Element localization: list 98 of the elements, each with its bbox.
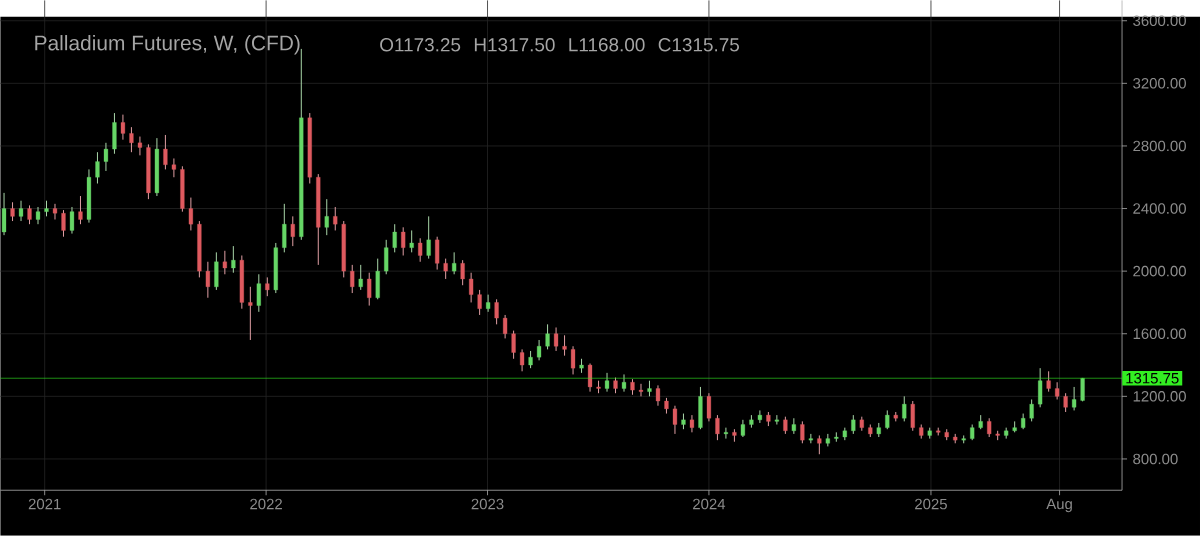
- candlestick: [774, 414, 779, 426]
- candlestick: [350, 264, 355, 294]
- candlestick: [188, 197, 193, 232]
- candlestick: [418, 237, 423, 263]
- candlestick: [282, 203, 287, 254]
- candlestick: [817, 435, 822, 455]
- candlestick: [851, 414, 856, 435]
- candlestick: [78, 195, 83, 225]
- candlestick: [800, 421, 805, 444]
- annotation: H1317.50: [474, 38, 555, 52]
- text: Palladium Futures, W, (CFD): [35, 35, 300, 55]
- y-tick-label: 3600.00: [1133, 15, 1186, 27]
- candlestick: [885, 410, 890, 430]
- candlestick: [333, 206, 338, 232]
- candlestick: [757, 410, 762, 424]
- candlestick: [103, 142, 109, 172]
- candlestick: [477, 289, 482, 316]
- y-tick-label: 1600.00: [1133, 328, 1186, 340]
- y-tick-label: 3200.00: [1133, 78, 1186, 89]
- candlestick: [10, 201, 15, 222]
- candlestick: [452, 252, 457, 275]
- candlestick: [689, 414, 695, 434]
- candlestick: [987, 417, 992, 438]
- candlestick: [536, 339, 542, 362]
- candlestick: [231, 245, 236, 274]
- y-tick-label: 2400.00: [1133, 203, 1186, 215]
- candlestick: [35, 206, 41, 225]
- candlestick: [367, 272, 372, 307]
- candlestick: [902, 396, 907, 423]
- candlestick: [621, 374, 627, 393]
- candlestick: [553, 327, 559, 352]
- candlestick: [715, 414, 720, 441]
- candlestick: [545, 324, 550, 351]
- candlestick: [409, 230, 414, 254]
- candlestick: [503, 314, 508, 340]
- candlestick: [486, 294, 491, 313]
- candlestick: [69, 206, 75, 235]
- candlestick: [511, 330, 516, 360]
- x-tick-label: 2022: [250, 498, 282, 510]
- ref-line-label: 1315.75: [1126, 373, 1179, 384]
- candlestick: [655, 385, 661, 407]
- candlestick: [1038, 367, 1043, 408]
- candlestick: [435, 236, 440, 271]
- candlestick: [205, 261, 210, 299]
- candlestick: [706, 392, 712, 423]
- y-tick-label: 800.00: [1133, 453, 1178, 465]
- candlestick: [562, 334, 567, 357]
- y-tick-label: 1200.00: [1133, 391, 1186, 402]
- candlestick: [27, 205, 32, 225]
- candlestick: [401, 227, 406, 257]
- y-tick-label: 2800.00: [1133, 140, 1186, 152]
- candlestick: [265, 277, 270, 297]
- x-tick-label: 2025: [915, 498, 947, 510]
- x-tick-label: 2023: [471, 498, 504, 510]
- x-tick-label: Aug: [1046, 498, 1072, 513]
- candlestick: [392, 223, 397, 254]
- candlestick: [469, 272, 474, 304]
- candlestick: [324, 198, 329, 236]
- candlestick: [443, 258, 448, 280]
- candlestick: [587, 363, 593, 393]
- candlestick: [910, 400, 915, 432]
- candlestick: [137, 136, 143, 157]
- candlestick: [95, 151, 100, 185]
- candlestick: [129, 126, 134, 153]
- candlestick: [426, 216, 431, 260]
- annotation: C1315.75: [658, 38, 740, 52]
- candlestick: [1055, 381, 1060, 401]
- candlestick: [520, 349, 525, 372]
- candlestick: [384, 239, 389, 275]
- x-tick-label: 2024: [693, 498, 726, 510]
- annotation: L1168.00: [569, 38, 645, 52]
- x-tick-label: 2021: [28, 498, 61, 510]
- candlestick: [1063, 392, 1068, 413]
- candlestick: [163, 134, 168, 171]
- candlestick: [723, 427, 729, 440]
- candlestick: [570, 345, 576, 376]
- candlestick: [290, 216, 295, 247]
- candlestick: [222, 250, 227, 275]
- candlestick: [358, 264, 363, 291]
- candlestick: [248, 286, 253, 341]
- candlestick: [256, 273, 261, 313]
- candlestick: [460, 259, 465, 286]
- candlestick: [61, 209, 66, 238]
- candlestick: [120, 114, 126, 141]
- candlestick: [1046, 370, 1051, 393]
- candlestick: [1072, 386, 1077, 412]
- candlestick: [18, 200, 24, 222]
- candlestick: [604, 372, 610, 393]
- candlestick: [672, 405, 678, 435]
- candlestick: [1, 192, 7, 236]
- candlestick: [1029, 399, 1034, 423]
- candlestick: [52, 203, 58, 221]
- candlestick: [171, 158, 176, 178]
- annotation: O1173.25: [380, 38, 461, 52]
- candlestick: [638, 383, 644, 398]
- candlestick: [494, 299, 499, 326]
- y-tick-label: 2000.00: [1133, 266, 1186, 277]
- candlestick: [791, 417, 796, 435]
